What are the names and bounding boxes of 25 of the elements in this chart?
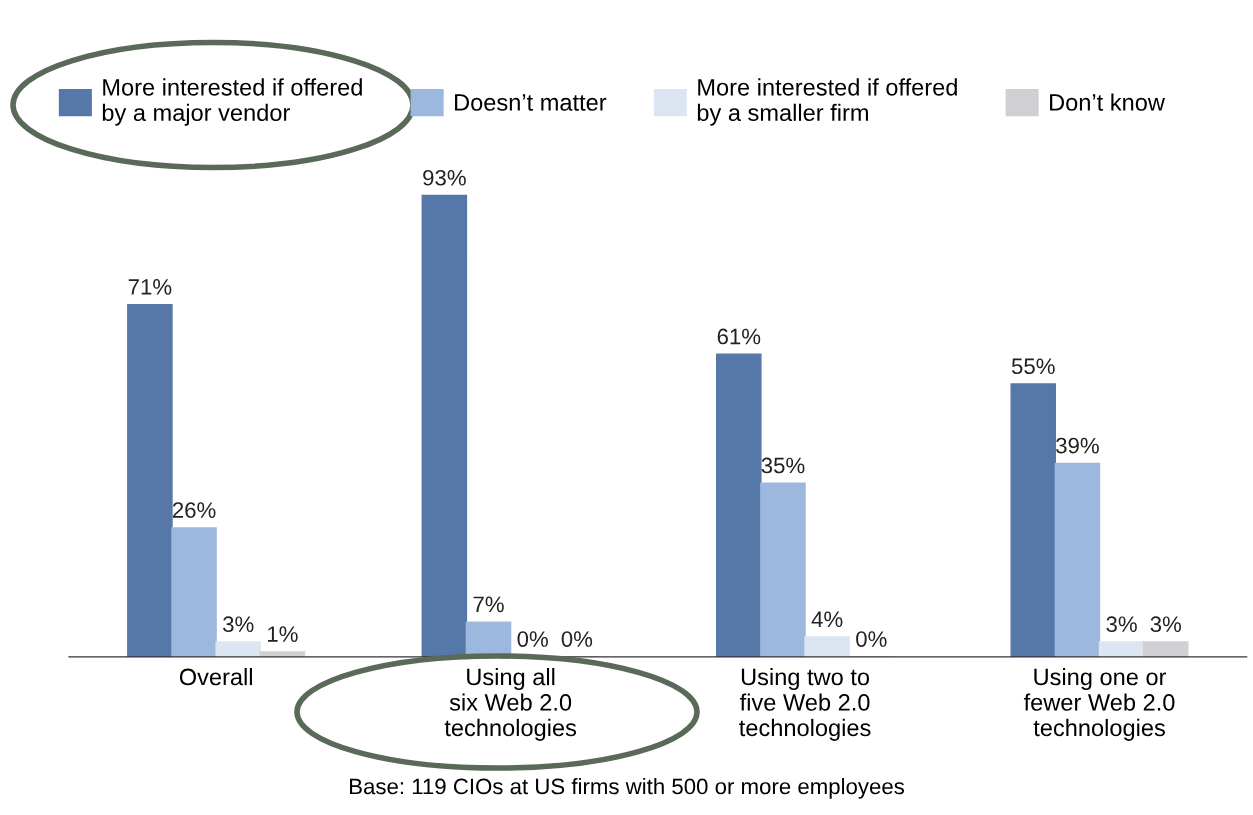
data-label: 26% xyxy=(172,502,216,518)
data-label: 3% xyxy=(1106,616,1137,633)
x-tick-label: Overall xyxy=(179,668,252,686)
legend-label: More interested if offered by a major vendor xyxy=(102,78,362,126)
data-label: 61% xyxy=(717,328,761,345)
x-tick-label: Using two to five Web 2.0 technologies xyxy=(739,668,871,741)
legend-label: Doesn’t matter xyxy=(455,94,607,111)
data-label: 55% xyxy=(1011,358,1055,375)
data-label: 71% xyxy=(128,279,172,295)
data-label: 1% xyxy=(268,626,298,642)
data-label: 0% xyxy=(856,631,887,647)
legend-label: More interested if offered by a smaller firm xyxy=(697,78,957,126)
x-tick-label: Using one or fewer Web 2.0 technologies xyxy=(1023,668,1175,741)
data-label: 0% xyxy=(561,631,593,647)
data-label: 93% xyxy=(423,169,466,186)
data-label: 39% xyxy=(1056,437,1099,454)
data-label: 35% xyxy=(761,457,805,474)
data-label: 4% xyxy=(811,611,843,628)
text: Base: 119 CIOs at US firms with 500 or more employees xyxy=(350,777,905,799)
legend-label: Don’t know xyxy=(1050,93,1165,111)
data-label: 0% xyxy=(517,631,548,647)
x-tick-label: Using all six Web 2.0 technologies xyxy=(444,668,577,741)
data-label: 3% xyxy=(223,616,254,633)
data-label: 3% xyxy=(1150,616,1182,633)
data-label: 7% xyxy=(473,596,504,613)
